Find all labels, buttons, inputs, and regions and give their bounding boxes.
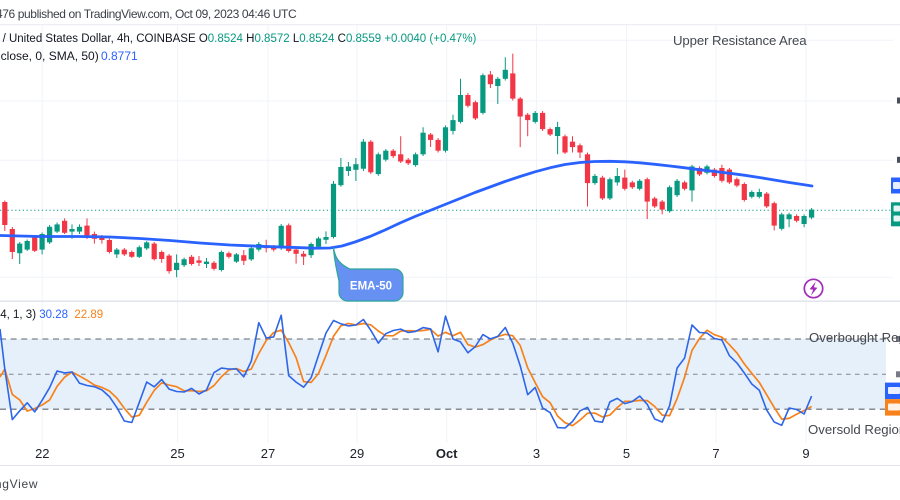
svg-text:EMA-50: EMA-50 <box>350 281 392 293</box>
